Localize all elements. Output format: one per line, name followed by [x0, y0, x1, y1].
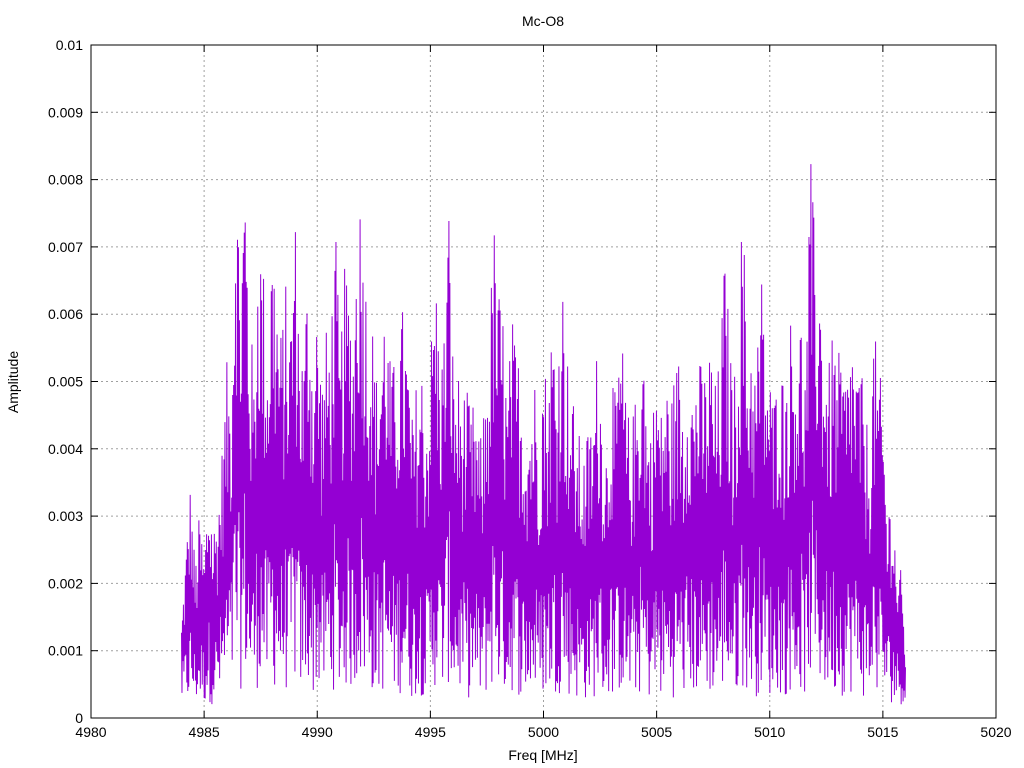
- y-tick-label: 0.003: [48, 508, 83, 524]
- y-tick-label: 0.001: [48, 643, 83, 659]
- x-tick-label: 5015: [867, 724, 898, 740]
- x-tick-label: 4990: [302, 724, 333, 740]
- series-layer: [181, 164, 906, 705]
- x-tick-label: 4985: [189, 724, 220, 740]
- x-tick-labels: 4980 4985 4990 4995 5000 5005 5010 5015 5020: [75, 724, 1011, 740]
- x-tick-label: 5000: [528, 724, 559, 740]
- series-line: [181, 164, 906, 705]
- x-tick-label: 5020: [980, 724, 1011, 740]
- y-axis-label: Amplitude: [5, 351, 21, 413]
- x-tick-label: 5010: [754, 724, 785, 740]
- y-tick-label: 0.008: [48, 172, 83, 188]
- y-tick-label: 0: [75, 710, 83, 726]
- chart-title: Mc-O8: [522, 13, 564, 29]
- x-tick-label: 4980: [75, 724, 106, 740]
- y-tick-label: 0.004: [48, 441, 83, 457]
- x-axis-label: Freq [MHz]: [508, 747, 577, 763]
- y-tick-label: 0.006: [48, 306, 83, 322]
- y-tick-label: 0.007: [48, 239, 83, 255]
- y-tick-labels: 0 0.001 0.002 0.003 0.004 0.005 0.006 0.007 0.00…: [48, 37, 83, 726]
- y-tick-label: 0.002: [48, 575, 83, 591]
- x-tick-label: 4995: [415, 724, 446, 740]
- x-tick-label: 5005: [641, 724, 672, 740]
- axis-ticks: [90, 44, 997, 719]
- y-tick-label: 0.009: [48, 104, 83, 120]
- y-tick-label: 0.005: [48, 374, 83, 390]
- y-tick-label: 0.01: [56, 37, 83, 53]
